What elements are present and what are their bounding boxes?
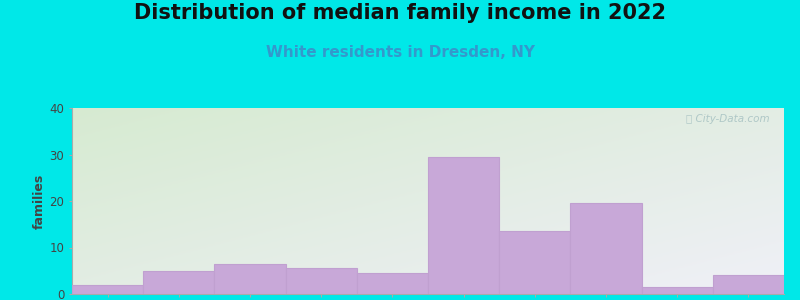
Bar [214, 264, 286, 294]
Bar [428, 157, 499, 294]
Bar [499, 231, 570, 294]
Bar [72, 285, 143, 294]
Bar [713, 275, 784, 294]
Bar [570, 203, 642, 294]
Text: White residents in Dresden, NY: White residents in Dresden, NY [266, 45, 534, 60]
Bar [642, 287, 713, 294]
Bar [286, 268, 357, 294]
Y-axis label: families: families [32, 173, 46, 229]
Text: Distribution of median family income in 2022: Distribution of median family income in … [134, 3, 666, 23]
Text: ⓘ City-Data.com: ⓘ City-Data.com [686, 114, 770, 124]
Bar [357, 273, 428, 294]
Bar [143, 271, 214, 294]
